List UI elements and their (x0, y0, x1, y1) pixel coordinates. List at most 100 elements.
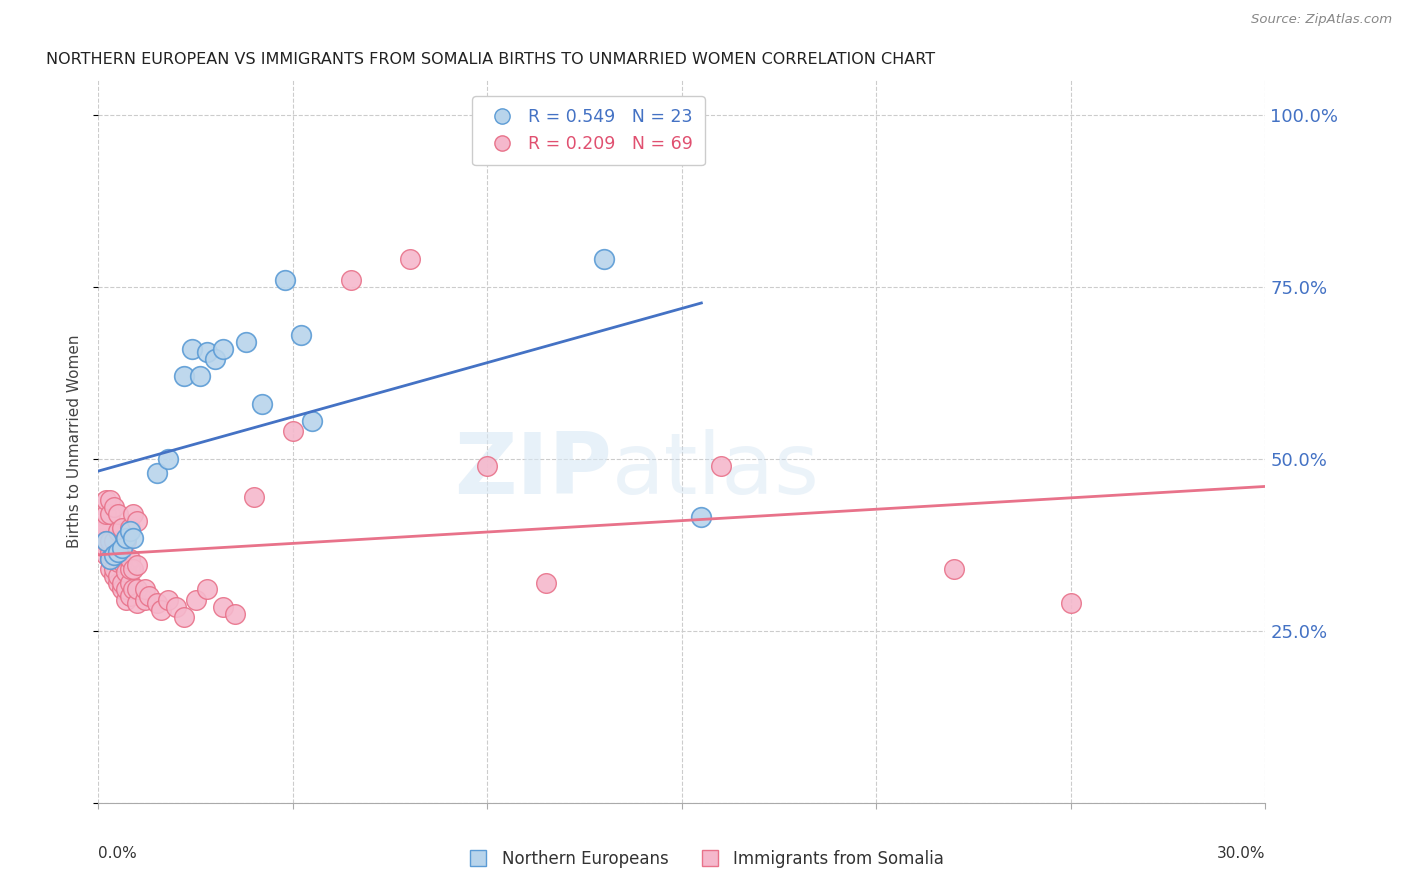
Point (212, 342, 235, 356)
Point (98, 562, 121, 576)
Point (122, 562, 145, 576)
Point (118, 562, 141, 576)
Point (195, 345, 218, 359)
Point (107, 544, 129, 558)
Point (96, 534, 118, 549)
Point (943, 562, 966, 576)
Y-axis label: Births to Unmarried Women: Births to Unmarried Women (67, 334, 83, 549)
Point (103, 562, 125, 576)
Text: 0.0%: 0.0% (98, 847, 138, 861)
Point (127, 514, 149, 528)
Point (290, 327, 312, 342)
Point (103, 568, 125, 582)
Point (204, 351, 226, 366)
Point (111, 541, 134, 556)
Point (534, 575, 557, 590)
Point (91, 527, 114, 541)
Point (235, 334, 257, 349)
Point (173, 610, 195, 624)
Text: NORTHERN EUROPEAN VS IMMIGRANTS FROM SOMALIA BIRTHS TO UNMARRIED WOMEN CORRELATI: NORTHERN EUROPEAN VS IMMIGRANTS FROM SOM… (46, 52, 935, 67)
Point (96, 548, 118, 562)
Point (224, 607, 246, 621)
Point (111, 555, 134, 569)
Point (107, 555, 129, 569)
Point (91, 531, 114, 545)
Point (96, 493, 118, 508)
Point (1060, 596, 1083, 610)
Point (107, 507, 129, 521)
Point (103, 534, 125, 549)
Point (91, 534, 114, 549)
Point (127, 558, 149, 573)
Legend: Northern Europeans, Immigrants from Somalia: Northern Europeans, Immigrants from Soma… (456, 844, 950, 875)
Point (98, 544, 121, 558)
Point (118, 590, 141, 604)
Point (107, 575, 129, 590)
Point (593, 252, 616, 267)
Point (212, 599, 235, 614)
Point (98, 493, 121, 508)
Point (301, 414, 323, 428)
Point (111, 575, 134, 590)
Point (122, 531, 145, 545)
Point (96, 541, 118, 556)
Point (96, 507, 118, 521)
Point (173, 369, 195, 384)
Point (91, 524, 114, 538)
Point (114, 592, 136, 607)
Point (96, 534, 118, 549)
Point (122, 507, 145, 521)
Point (127, 596, 149, 610)
Point (195, 582, 218, 597)
Point (118, 551, 141, 566)
Point (165, 599, 187, 614)
Point (98, 534, 121, 549)
Point (107, 568, 129, 582)
Point (243, 490, 266, 504)
Point (690, 510, 713, 524)
Point (281, 424, 304, 438)
Point (103, 548, 125, 562)
Text: atlas: atlas (612, 429, 820, 512)
Point (340, 273, 363, 287)
Point (127, 582, 149, 597)
Point (114, 582, 136, 597)
Legend: R = 0.549   N = 23, R = 0.209   N = 69: R = 0.549 N = 23, R = 0.209 N = 69 (472, 96, 704, 165)
Point (91, 520, 114, 534)
Point (477, 458, 499, 473)
Point (107, 524, 129, 538)
Point (274, 273, 297, 287)
Point (398, 252, 420, 267)
Point (98, 551, 121, 566)
Point (118, 575, 141, 590)
Point (122, 582, 145, 597)
Point (111, 520, 134, 534)
Point (98, 507, 121, 521)
Point (118, 524, 141, 538)
Point (149, 603, 172, 617)
Point (98, 551, 121, 566)
Point (250, 397, 273, 411)
Point (114, 566, 136, 580)
Point (98, 548, 121, 562)
Point (103, 548, 125, 562)
Point (111, 582, 134, 597)
Point (710, 458, 733, 473)
Point (134, 592, 156, 607)
Point (118, 520, 141, 534)
Point (134, 582, 156, 597)
Point (114, 534, 136, 549)
Point (114, 531, 136, 545)
Point (103, 500, 125, 514)
Point (157, 592, 180, 607)
Point (180, 342, 202, 356)
Point (138, 590, 160, 604)
Point (146, 466, 169, 480)
Point (188, 369, 211, 384)
Point (107, 548, 129, 562)
Text: ZIP: ZIP (454, 429, 612, 512)
Text: 30.0%: 30.0% (1218, 847, 1265, 861)
Text: Source: ZipAtlas.com: Source: ZipAtlas.com (1251, 13, 1392, 27)
Point (157, 451, 180, 466)
Point (184, 592, 207, 607)
